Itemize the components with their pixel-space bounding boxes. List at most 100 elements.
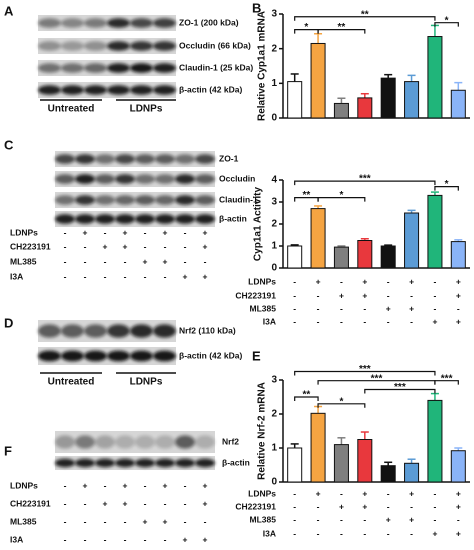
treatment-mark: +	[203, 241, 208, 251]
significance-label: ***	[359, 364, 371, 375]
blot-band	[84, 85, 107, 95]
treatment-mark: +	[456, 276, 461, 286]
blot-band	[195, 174, 215, 184]
y-axis-label: Cyp1a1 Activity	[253, 187, 264, 262]
y-tick-label: 0	[271, 113, 277, 124]
blot-band	[195, 154, 215, 164]
treatment-label: LDNPs	[248, 276, 276, 286]
treatment-mark: -	[434, 303, 437, 313]
blot-band	[175, 154, 195, 164]
treatment-mark: +	[143, 516, 148, 526]
treatment-label: ML385	[10, 256, 37, 266]
treatment-mark: -	[387, 488, 390, 498]
blot-band	[115, 214, 135, 224]
treatment-mark: -	[184, 227, 187, 237]
bar	[450, 241, 466, 269]
blot-label: ZO-1 (200 kDa)	[179, 17, 239, 27]
treatment-mark: +	[83, 480, 88, 490]
treatment-mark: -	[293, 316, 296, 326]
treatment-mark: -	[340, 303, 343, 313]
bar	[310, 42, 326, 119]
blot-band	[115, 458, 135, 468]
treatment-mark: -	[204, 516, 207, 526]
blot-band	[55, 174, 75, 184]
treatment-mark: -	[434, 514, 437, 524]
treatment-mark: +	[163, 480, 168, 490]
treatment-mark: -	[144, 241, 147, 251]
treatment-mark: -	[340, 316, 343, 326]
blot-band	[61, 41, 84, 51]
bar	[357, 439, 373, 483]
y-tick-label: 3	[271, 375, 277, 386]
treatment-mark: -	[387, 528, 390, 538]
blot-band	[61, 350, 84, 362]
treatment-mark: -	[144, 480, 147, 490]
treatment-mark: -	[164, 241, 167, 251]
treatment-mark: +	[163, 516, 168, 526]
treatment-mark: -	[387, 316, 390, 326]
treatment-mark: +	[103, 498, 108, 508]
significance-bracket	[364, 388, 436, 394]
blot-label: Claudin-1 (25 kDa)	[179, 62, 253, 72]
treatment-label: CH223191	[10, 241, 51, 251]
treatment-mark: -	[340, 276, 343, 286]
significance-bracket	[317, 403, 366, 408]
blot-band	[130, 85, 153, 95]
treatment-label: LDNPs	[10, 227, 38, 237]
blot-band	[95, 154, 115, 164]
treatment-mark: -	[293, 514, 296, 524]
bar	[380, 465, 396, 483]
treatment-label: I3A	[263, 316, 276, 326]
blot-band	[135, 435, 155, 449]
y-tick-label: 3	[271, 197, 277, 208]
blot-band	[153, 85, 176, 95]
blot-band	[84, 18, 107, 28]
significance-label: ***	[359, 174, 371, 185]
treatment-mark: +	[362, 276, 367, 286]
blot-label: β-actin	[219, 213, 247, 223]
significance-bracket	[317, 29, 366, 34]
treatment-mark: -	[410, 316, 413, 326]
treatment-mark: -	[434, 290, 437, 300]
blot-band	[153, 41, 176, 51]
treatment-mark: -	[64, 256, 67, 266]
significance-bracket	[294, 16, 436, 21]
treatment-mark: +	[316, 276, 321, 286]
treatment-label: I3A	[10, 271, 23, 281]
bar	[287, 245, 303, 269]
treatment-mark: -	[293, 501, 296, 511]
blot-band	[115, 174, 135, 184]
blot-band	[153, 350, 176, 362]
blot-band	[38, 63, 61, 73]
treatment-mark: +	[456, 316, 461, 326]
treatment-mark: -	[434, 276, 437, 286]
blot-label: Occludin (66 kDa)	[179, 40, 251, 50]
blot-band	[130, 63, 153, 73]
significance-bracket	[317, 197, 366, 202]
treatment-mark: +	[456, 290, 461, 300]
treatment-mark: +	[362, 290, 367, 300]
group-label: LDNPs	[130, 104, 163, 115]
treatment-mark: -	[104, 256, 107, 266]
group-label: Untreated	[48, 377, 95, 388]
treatment-mark: -	[104, 271, 107, 281]
blot-band	[55, 214, 75, 224]
treatment-mark: +	[432, 528, 437, 538]
treatment-mark: +	[83, 227, 88, 237]
significance-bracket	[294, 370, 436, 376]
treatment-mark: -	[363, 303, 366, 313]
significance-label: **	[338, 22, 346, 33]
treatment-mark: -	[293, 276, 296, 286]
treatment-mark: -	[84, 256, 87, 266]
treatment-mark: +	[456, 488, 461, 498]
treatment-mark: -	[84, 516, 87, 526]
significance-bracket	[434, 22, 459, 27]
blot-band	[155, 195, 175, 205]
blot-band	[38, 18, 61, 28]
treatment-mark: -	[434, 501, 437, 511]
treatment-mark: +	[362, 501, 367, 511]
treatment-mark: +	[456, 528, 461, 538]
bar	[310, 412, 326, 483]
treatment-mark: +	[123, 498, 128, 508]
treatment-label: CH223191	[10, 498, 51, 508]
